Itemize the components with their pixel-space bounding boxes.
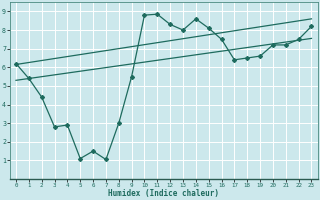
X-axis label: Humidex (Indice chaleur): Humidex (Indice chaleur) (108, 189, 219, 198)
